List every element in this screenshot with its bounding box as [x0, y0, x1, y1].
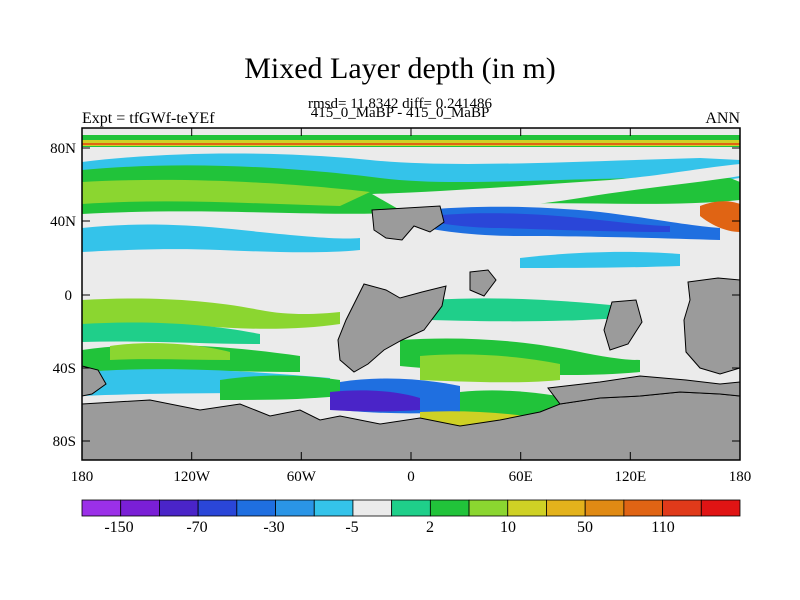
colorbar-swatch — [391, 499, 431, 517]
colorbar-swatch — [584, 499, 625, 517]
colorbar-swatch — [197, 499, 238, 517]
map-panel — [82, 128, 740, 460]
y-tick-label: 40N — [50, 214, 76, 230]
colorbar-swatch — [429, 499, 470, 517]
colorbar-swatch — [352, 499, 393, 517]
colorbar-label: -30 — [263, 519, 284, 536]
colorbar-swatch — [275, 499, 315, 517]
colorbar-label: -70 — [186, 519, 207, 536]
colorbar-swatch — [623, 499, 663, 517]
colorbar-label: 2 — [426, 519, 434, 536]
x-tick-label: 180 — [729, 469, 752, 485]
colorbar-label: 10 — [500, 519, 516, 536]
colorbar-label: 110 — [651, 519, 674, 536]
y-tick-label: 40S — [53, 361, 76, 377]
y-tick-label: 80S — [53, 434, 76, 450]
season-label: ANN — [705, 110, 740, 127]
x-tick-label: 60W — [287, 469, 317, 485]
colorbar-label: -150 — [104, 519, 133, 536]
x-axis: 180 120W 60W 0 60E 120E 180 — [71, 128, 752, 485]
y-tick-label: 0 — [65, 288, 73, 304]
colorbar-swatch — [236, 499, 276, 517]
colorbar-swatch — [120, 499, 160, 517]
colorbar-swatch — [468, 499, 509, 517]
y-axis: 80N 40N 0 40S 80S — [50, 141, 740, 450]
case-line: 415_0_MaBP - 415_0_MaBP — [310, 105, 490, 121]
experiment-label: Expt = tfGWf-teYEf — [82, 110, 215, 127]
colorbar-label: 50 — [577, 519, 593, 536]
x-tick-label: 180 — [71, 469, 94, 485]
x-tick-label: 120E — [614, 469, 646, 485]
map-title: Mixed Layer depth (in m) — [244, 52, 556, 85]
x-tick-label: 60E — [509, 469, 533, 485]
colorbar-swatch — [159, 499, 199, 517]
colorbar-swatch — [700, 499, 741, 517]
colorbar-swatch — [313, 499, 354, 517]
x-tick-label: 120W — [173, 469, 211, 485]
colorbar — [81, 499, 741, 517]
y-tick-label: 80N — [50, 141, 76, 157]
colorbar-labels: -150 -70 -30 -5 2 10 50 110 — [104, 519, 674, 536]
colorbar-label: -5 — [345, 519, 358, 536]
x-tick-label: 0 — [407, 469, 415, 485]
colorbar-swatch — [546, 499, 586, 517]
colorbar-swatch — [507, 499, 547, 517]
stats-line: rmsd= 11.8342 diff= 0.241486 — [308, 96, 492, 112]
colorbar-swatch — [81, 499, 122, 517]
colorbar-swatch — [662, 499, 702, 517]
